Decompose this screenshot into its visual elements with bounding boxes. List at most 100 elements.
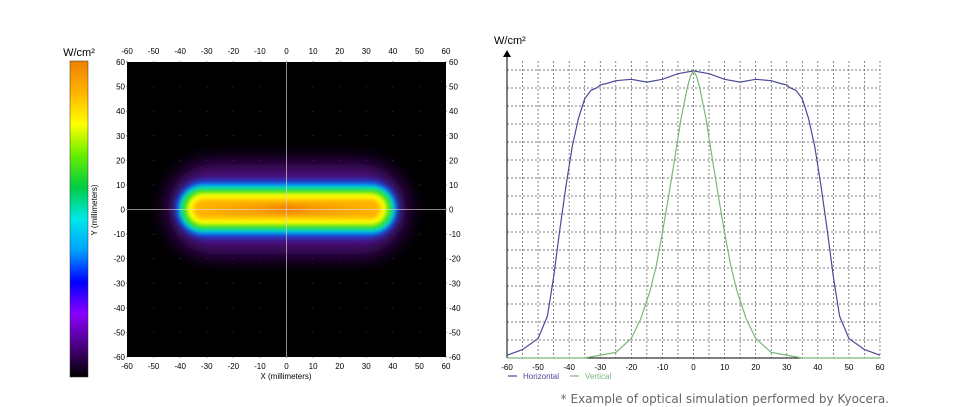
line-chart: W/cm² -60 -50 -40 -30 -20 -10 0 10 20 30 40 50 60 Ho… (494, 35, 885, 381)
colorbar-gradient (69, 60, 89, 378)
heatmap-y-tick-right: 30 (449, 132, 458, 141)
heatmap-grid-dot (259, 110, 261, 112)
heatmap-grid-dot (392, 331, 394, 334)
series-line-vertical (507, 69, 880, 359)
heatmap-x-tick-bottom: 20 (335, 362, 344, 371)
heatmap-grid-dot (232, 331, 234, 334)
heatmap-grid-dot (312, 85, 314, 88)
line-x-tick-label: -40 (563, 363, 575, 372)
line-x-tick-label: -10 (657, 363, 669, 372)
line-x-tick-label: -50 (532, 363, 544, 372)
heatmap-y-tick-left: -60 (113, 353, 125, 362)
heatmap-grid-dot (418, 356, 421, 358)
heatmap-grid-dot (206, 159, 208, 161)
heatmap-grid-dot (365, 331, 367, 334)
heatmap-grid-dot (232, 307, 234, 309)
heatmap-y-tick-right: 0 (449, 206, 454, 215)
heatmap-grid-dot (365, 85, 367, 88)
heatmap-y-tick-right: -40 (449, 304, 461, 313)
line-chart-y-axis-label: W/cm² (494, 35, 526, 47)
heatmap-grid-dot (365, 61, 367, 63)
heatmap-y-tick-right: -60 (449, 353, 461, 362)
heatmap-y-tick-right: -30 (449, 279, 461, 288)
heatmap-y-tick-left: 30 (116, 132, 125, 141)
heatmap-x-tick-top: 10 (309, 47, 318, 56)
line-grid (507, 61, 881, 358)
heatmap-grid-dot (232, 282, 234, 284)
heatmap-grid-dot (418, 135, 421, 137)
heatmap-grid-dot (365, 282, 367, 284)
heatmap-grid-dot (445, 233, 447, 235)
heatmap-grid-dot (206, 110, 208, 112)
heatmap-grid-dot (152, 282, 155, 284)
heatmap-grid-dot (339, 356, 341, 358)
spot-peak (200, 204, 375, 214)
heatmap-y-tick-right: -10 (449, 230, 461, 239)
heatmap-grid-dot (445, 110, 447, 112)
heatmap-x-tick-top: 60 (442, 47, 451, 56)
heatmap-grid-dot (179, 282, 181, 284)
heatmap-grid-dot (392, 258, 394, 260)
heatmap-grid-dot (365, 110, 367, 112)
heatmap-grid-dot (152, 110, 155, 112)
heatmap-grid-dot (365, 356, 367, 358)
heatmap-grid-dot (179, 356, 181, 358)
line-x-tick-label: 10 (720, 363, 729, 372)
heatmap-y-tick-left: 0 (121, 206, 126, 215)
heatmap-grid-dot (152, 356, 155, 358)
y-axis-arrow-icon (503, 50, 511, 57)
heatmap-grid-dot (126, 61, 128, 63)
heatmap-grid-dot (445, 282, 447, 284)
heatmap-grid-dot (418, 85, 421, 88)
heatmap-y-tick-left: -10 (113, 230, 125, 239)
heatmap-grid-dot (259, 135, 261, 137)
line-x-tick-label: -30 (594, 363, 606, 372)
heatmap-grid-dot (126, 233, 128, 235)
heatmap-grid-dot (126, 307, 128, 309)
heatmap-grid-dot (339, 110, 341, 112)
heatmap-grid-dot (445, 61, 447, 63)
heatmap-grid-dot (445, 85, 447, 88)
heatmap-grid-dot (418, 233, 421, 235)
heatmap-grid-dot (206, 85, 208, 88)
heatmap-x-tick-top: -10 (254, 47, 266, 56)
heatmap-grid-dot (445, 307, 447, 309)
heatmap-y-tick-left: 40 (116, 107, 125, 116)
heatmap-grid-dot (232, 135, 234, 137)
heatmap-grid-dot (418, 258, 421, 260)
heatmap-grid-dot (392, 135, 394, 137)
heatmap-grid-dot (365, 258, 367, 260)
line-x-tick-label: 0 (691, 363, 696, 372)
heatmap-grid-dot (179, 85, 181, 88)
heatmap-x-tick-bottom: 60 (442, 362, 451, 371)
heatmap-x-tick-top: -30 (201, 47, 213, 56)
heatmap-grid-dot (206, 258, 208, 260)
heatmap-grid-dot (339, 159, 341, 161)
heatmap-y-axis-label: Y (millimeters) (90, 184, 99, 235)
heatmap-grid-dot (152, 184, 155, 186)
heatmap-y-tick-right: 60 (449, 58, 458, 67)
heatmap-x-tick-top: 50 (415, 47, 424, 56)
heatmap-grid-dot (179, 159, 181, 161)
line-x-ticks: -60 -50 -40 -30 -20 -10 0 10 20 30 40 50 60 (501, 363, 885, 372)
heatmap-grid-dot (126, 184, 128, 186)
heatmap-x-tick-top: 40 (388, 47, 397, 56)
line-series (506, 69, 881, 359)
heatmap-x-tick-bottom: -10 (254, 362, 266, 371)
heatmap-ticks: -60-60-50-50-40-40-30-30-20-20-10-100010… (113, 47, 461, 371)
heatmap-y-tick-right: 20 (449, 156, 458, 165)
heatmap-grid-dot (445, 258, 447, 260)
heatmap-grid-dot (206, 61, 208, 63)
heatmap-grid-dot (152, 61, 155, 63)
heatmap-y-tick-right: 50 (449, 83, 458, 92)
heatmap-grid-dot (152, 307, 155, 309)
heatmap-grid-dot (259, 159, 261, 161)
heatmap-grid-dot (232, 110, 234, 112)
heatmap-y-tick-left: 20 (116, 156, 125, 165)
heatmap-grid-dot (232, 61, 234, 63)
heatmap-grid-dot (152, 135, 155, 137)
heatmap-grid-dot (312, 159, 314, 161)
legend-label-horizontal: Horizontal (523, 372, 559, 381)
heatmap-grid-dot (418, 159, 421, 161)
